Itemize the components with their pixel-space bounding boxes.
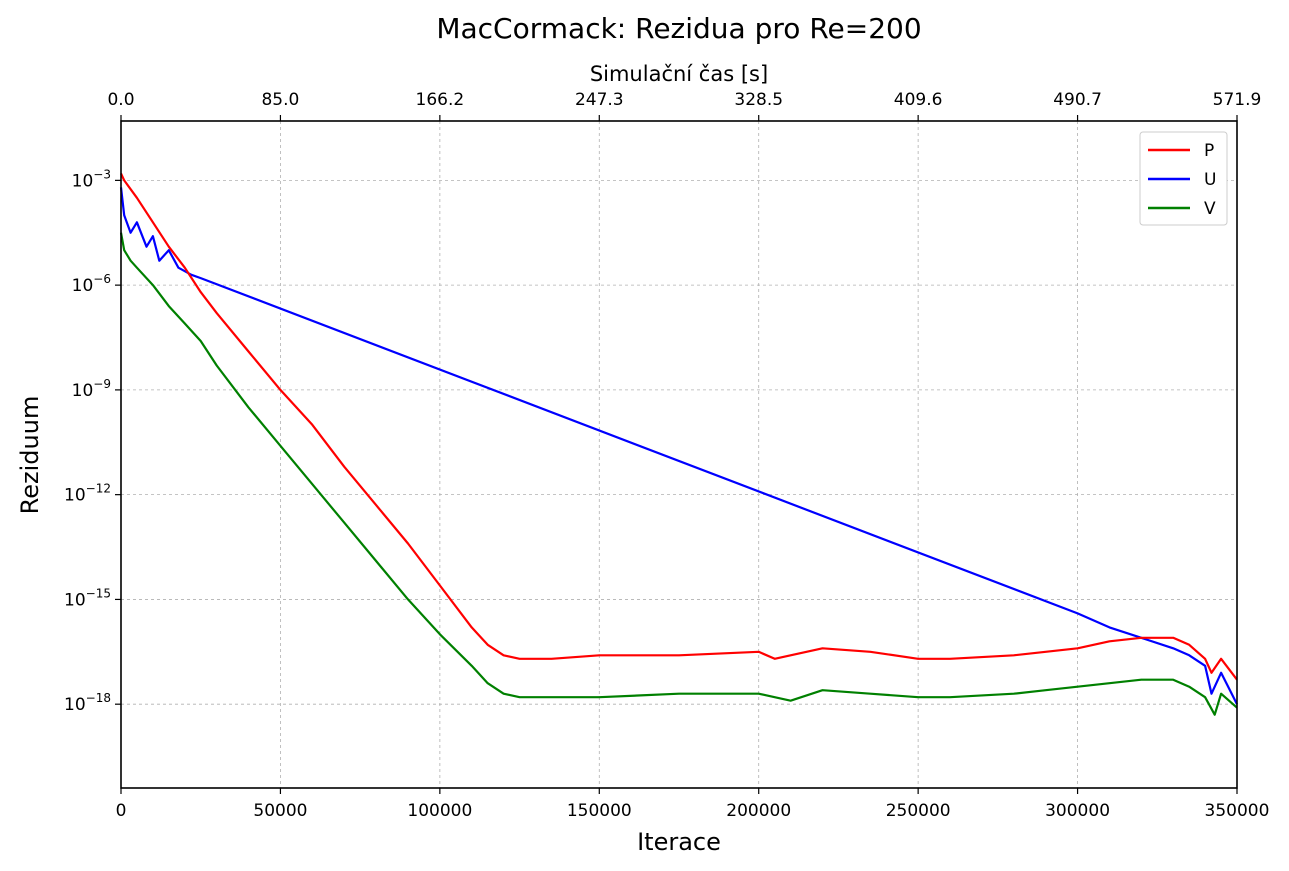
series-line-u (119, 187, 1238, 705)
plot-area (119, 172, 1238, 716)
x2-tick-label: 85.0 (261, 90, 299, 110)
x2-tick-label: 328.5 (734, 90, 783, 110)
y-tick-label: 10−9 (72, 377, 111, 401)
y-axis-label: Reziduum (16, 396, 44, 515)
y-tick-label: 10−3 (72, 167, 111, 191)
x-axis-ticks: 0 50000 100000 150000 200000 250000 300000 3500… (116, 788, 1270, 821)
x-tick-label: 350000 (1205, 801, 1270, 821)
x-tick-label: 250000 (886, 801, 951, 821)
x2-tick-label: 490.7 (1053, 90, 1102, 110)
series-line-v (119, 232, 1238, 716)
chart-title: MacCormack: Rezidua pro Re=200 (436, 12, 921, 45)
x2-axis-label: Simulační čas [s] (590, 62, 768, 86)
legend: PUV (1139, 131, 1228, 226)
y-axis-ticks: 10−3 10−6 10−9 10−12 10−15 10−18 (64, 167, 121, 715)
series-line-p (119, 172, 1238, 681)
x2-tick-label: 247.3 (575, 90, 624, 110)
x-tick-label: 0 (116, 801, 127, 821)
x2-tick-label: 409.6 (894, 90, 943, 110)
legend-label-u: U (1204, 170, 1216, 190)
y-tick-label: 10−18 (64, 691, 111, 715)
legend-label-v: V (1204, 199, 1216, 219)
x-tick-label: 50000 (253, 801, 307, 821)
grid-lines (120, 121, 1238, 788)
x-tick-label: 150000 (567, 801, 632, 821)
y-tick-label: 10−15 (64, 586, 111, 610)
x2-axis-ticks: 0.0 85.0 166.2 247.3 328.5 409.6 490.7 571.9 (107, 90, 1261, 121)
x-axis-label: Iterace (637, 828, 721, 856)
legend-label-p: P (1204, 141, 1214, 161)
x2-tick-label: 571.9 (1213, 90, 1262, 110)
y-tick-label: 10−6 (72, 272, 111, 296)
x2-tick-label: 0.0 (107, 90, 134, 110)
x2-tick-label: 166.2 (416, 90, 465, 110)
x-tick-label: 100000 (407, 801, 472, 821)
x-tick-label: 200000 (726, 801, 791, 821)
x-tick-label: 300000 (1045, 801, 1110, 821)
plot-frame (120, 120, 1238, 789)
y-tick-label: 10−12 (64, 482, 111, 506)
